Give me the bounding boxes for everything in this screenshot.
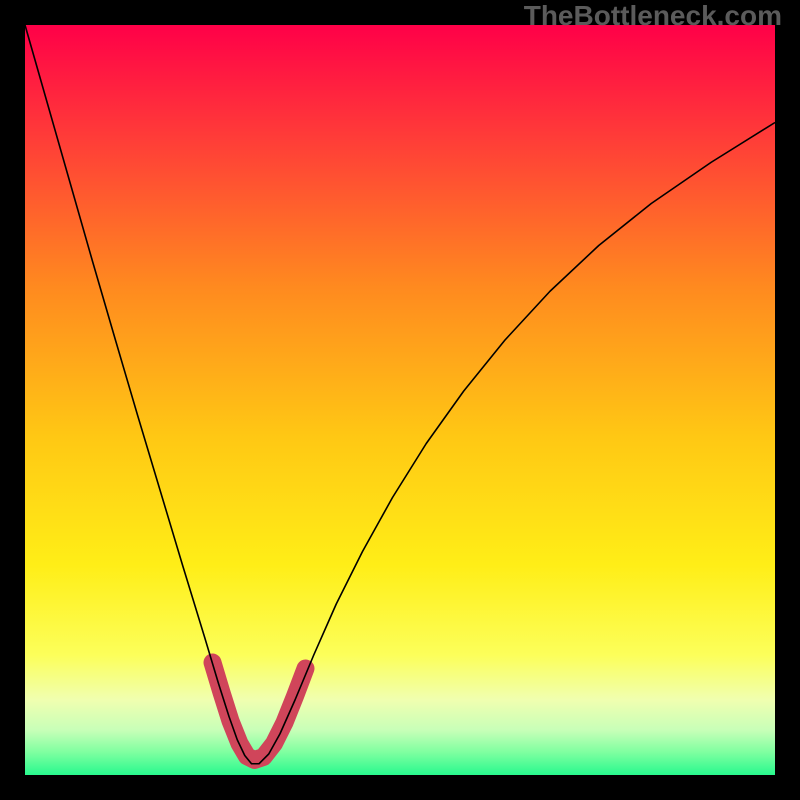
plot-background (25, 25, 775, 775)
watermark-text: TheBottleneck.com (524, 0, 782, 32)
chart-frame: TheBottleneck.com (0, 0, 800, 800)
chart-svg (0, 0, 800, 800)
